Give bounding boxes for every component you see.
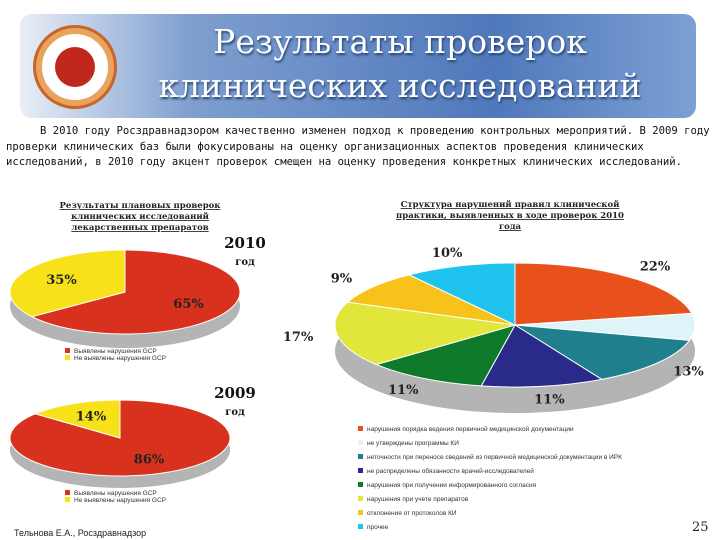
legend-swatch bbox=[358, 510, 363, 515]
legend-label: нарушения порядка ведения первичной меди… bbox=[367, 425, 574, 433]
chart-subtitle: год bbox=[225, 407, 245, 418]
pie-slice bbox=[514, 324, 691, 380]
chart-subtitle: год bbox=[235, 257, 255, 268]
legend-swatch bbox=[65, 490, 70, 495]
pie-slice bbox=[480, 324, 604, 388]
heading-line: лекарственных препаратов bbox=[71, 223, 208, 233]
footer: Тельнова Е.А., Росздравнадзор bbox=[14, 528, 147, 538]
data-label: 65% bbox=[173, 297, 204, 312]
legend-label: не утверждены программы КИ bbox=[367, 440, 459, 447]
pie-slice bbox=[9, 249, 126, 318]
pie-slice bbox=[30, 249, 241, 335]
legend-label: прочее bbox=[367, 524, 389, 531]
legend-swatch bbox=[358, 468, 363, 473]
data-label: 11% bbox=[534, 393, 565, 408]
pie-slice bbox=[346, 274, 516, 326]
data-label: 17% bbox=[283, 330, 314, 345]
heading-line: Результаты плановых проверок bbox=[60, 201, 222, 211]
data-label: 10% bbox=[432, 246, 463, 261]
legend-label: Не выявлены нарушения GCP bbox=[74, 355, 166, 362]
body-text: В 2010 году Росздравнадзором качественно… bbox=[6, 125, 710, 168]
legend-label: Не выявлены нарушения GCP bbox=[74, 497, 166, 504]
data-label: 22% bbox=[640, 260, 671, 275]
pie-slice bbox=[334, 301, 516, 366]
legend-label: Выявлены нарушения GCP bbox=[74, 490, 157, 497]
heading-line: практики, выявленных в ходе проверок 201… bbox=[396, 211, 624, 221]
emblem bbox=[36, 28, 114, 106]
legend-label: неточности при переносе сведений из перв… bbox=[367, 453, 622, 461]
title: Результаты проверок клинических исследов… bbox=[158, 22, 642, 105]
heading-line: года bbox=[499, 222, 522, 232]
legend-swatch bbox=[358, 482, 363, 487]
legend-swatch bbox=[358, 440, 363, 445]
heading-line: Структура нарушений правил клинической bbox=[401, 199, 621, 210]
data-label: 35% bbox=[46, 273, 77, 288]
legend-swatch bbox=[358, 524, 363, 529]
pie-slice bbox=[514, 262, 693, 326]
data-label: 14% bbox=[76, 410, 107, 425]
pie-slice bbox=[407, 262, 516, 326]
legend-label: не распределены обязанности врачей-иссле… bbox=[367, 467, 534, 475]
legend-swatch bbox=[65, 497, 70, 502]
chart-title: 2010 bbox=[224, 234, 266, 252]
heading-line: клинических исследований bbox=[71, 211, 210, 222]
data-label: 86% bbox=[134, 452, 165, 467]
data-label: 11% bbox=[388, 383, 419, 398]
legend-swatch bbox=[358, 496, 363, 501]
chart-heading: Результаты плановых проверок клинических … bbox=[60, 201, 222, 233]
legend-swatch bbox=[65, 348, 70, 353]
legend-label: Выявлены нарушения GCP bbox=[74, 348, 157, 355]
legend-label: отклонения от протоколов КИ bbox=[367, 510, 457, 517]
title-banner bbox=[20, 14, 696, 118]
chart-title: 2009 bbox=[214, 384, 256, 402]
data-label: 9% bbox=[331, 272, 353, 287]
legend-swatch bbox=[358, 454, 363, 459]
page-number: 25 bbox=[692, 520, 709, 535]
legend-label: нарушения при получении информированного… bbox=[367, 482, 537, 489]
legend-swatch bbox=[65, 355, 70, 360]
pie-slice bbox=[374, 324, 517, 387]
chart-heading: Структура нарушений правил клинической пр… bbox=[396, 199, 624, 232]
legend-swatch bbox=[358, 426, 363, 431]
legend-label: нарушения при учете препаратов bbox=[367, 496, 469, 503]
pie-slice bbox=[33, 399, 121, 439]
data-label: 13% bbox=[673, 364, 704, 379]
